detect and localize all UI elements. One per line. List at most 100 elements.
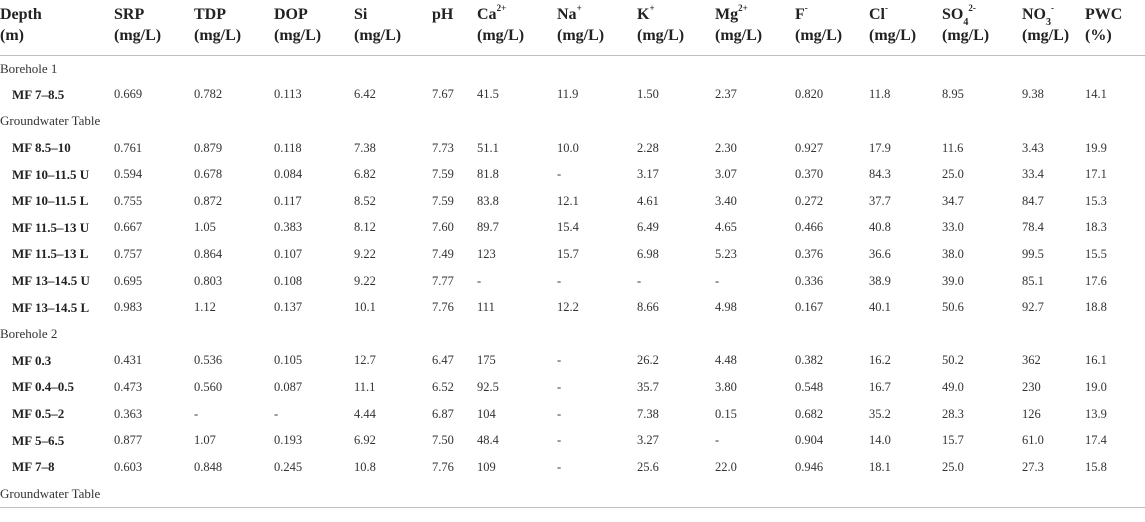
table-cell: 2.28	[637, 140, 659, 155]
table-row: MF 0.3 0.431 0.536 0.105 12.7 6.47 175 - 26.2 4.4…	[0, 348, 1145, 375]
table-cell: 17.4	[1085, 433, 1107, 448]
table-cell: 4.61	[637, 193, 659, 208]
table-row: MF 7–8.5 0.669 0.782 0.113 6.42 7.67 41.5 11.9 1…	[0, 82, 1145, 109]
table-cell: 0.820	[795, 87, 824, 102]
table-cell: 1.50	[637, 87, 659, 102]
table-cell: 17.1	[1085, 167, 1107, 182]
table-cell: 36.6	[869, 246, 891, 261]
table-cell: 0.548	[795, 379, 824, 394]
column-header-sub-superscript: +	[576, 2, 582, 13]
table-cell: 18.1	[869, 459, 891, 474]
table-cell: 1.05	[194, 220, 216, 235]
row-depth-label: MF 11.5–13 U	[12, 219, 90, 235]
table-cell: 0.272	[795, 193, 824, 208]
table-cell: 22.0	[715, 459, 737, 474]
column-header-sub-superscript: 2+	[496, 2, 507, 13]
table-cell: 33.4	[1022, 167, 1044, 182]
column-header-unit: (mg/L)	[942, 27, 990, 44]
table-cell: 19.0	[1085, 379, 1107, 394]
table-cell: 15.7	[557, 246, 579, 261]
table-cell: 10.1	[354, 300, 376, 315]
column-header: Mg2+ (mg/L)	[715, 0, 795, 55]
column-header-name: Ca	[477, 6, 497, 23]
table-cell: 15.4	[557, 220, 579, 235]
table-cell: 0.107	[274, 246, 303, 261]
column-header-unit: (mg/L)	[114, 27, 162, 44]
table-cell: 18.8	[1085, 300, 1107, 315]
table-row: MF 8.5–10 0.761 0.879 0.118 7.38 7.73 51.1 10.0…	[0, 135, 1145, 162]
column-header-unit: (mg/L)	[795, 27, 843, 44]
table-cell: 109	[477, 459, 496, 474]
column-header-name: PWC	[1085, 6, 1123, 23]
table-cell: 3.07	[715, 167, 737, 182]
table-header: Depth (m) SRP (mg/L) TDP (mg/L) DOP (mg/L) Si (mg…	[0, 0, 1145, 55]
section-label: Groundwater Table	[0, 480, 1145, 508]
table-cell: 0.983	[114, 300, 143, 315]
column-header-unit: (%)	[1085, 27, 1112, 44]
table-row: MF 0.5–2 0.363 - - 4.44 6.87 104 - 7.38 0.15 0.682…	[0, 401, 1145, 428]
table-cell: 0.383	[274, 220, 303, 235]
table-cell: 0.382	[795, 353, 824, 368]
table-cell: 2.37	[715, 87, 737, 102]
column-header: TDP (mg/L)	[194, 0, 274, 55]
table-cell: 0.877	[114, 433, 143, 448]
table-cell: 0.431	[114, 353, 143, 368]
table-cell: 13.9	[1085, 406, 1107, 421]
table-cell: 7.50	[432, 433, 454, 448]
table-cell: 35.2	[869, 406, 891, 421]
column-header-unit: (mg/L)	[637, 27, 685, 44]
table-cell: 17.9	[869, 140, 891, 155]
table-cell: 6.98	[637, 246, 659, 261]
table-cell: 0.084	[274, 167, 303, 182]
row-depth-label: MF 10–11.5 U	[12, 166, 90, 182]
table-cell: 16.2	[869, 353, 891, 368]
column-header-name: NO	[1022, 6, 1046, 23]
table-cell: 27.3	[1022, 459, 1044, 474]
table-cell: 6.49	[637, 220, 659, 235]
table-cell: 0.466	[795, 220, 824, 235]
section-label: Borehole 1	[0, 60, 58, 76]
table-cell: 41.5	[477, 87, 499, 102]
row-depth-label: MF 7–8.5	[12, 86, 65, 102]
column-header-sub-superscript: +	[649, 2, 655, 13]
table-cell: 92.5	[477, 379, 499, 394]
row-depth-label: MF 7–8	[12, 459, 55, 475]
table-cell: 92.7	[1022, 300, 1044, 315]
table-cell: 1.12	[194, 300, 216, 315]
table-cell: -	[557, 273, 562, 288]
column-header: SO4 2- (mg/L)	[942, 0, 1022, 55]
column-header-sub-superscript: 4	[963, 17, 969, 29]
section-label: Borehole 2	[0, 326, 58, 342]
table-cell: 10.8	[354, 459, 376, 474]
table-cell: 175	[477, 353, 496, 368]
table-cell: 0.678	[194, 167, 223, 182]
row-depth-label: MF 5–6.5	[12, 432, 65, 448]
table-row: MF 13–14.5 L 0.983 1.12 0.137 10.1 7.76 111 12.…	[0, 294, 1145, 321]
table-cell: 3.80	[715, 379, 737, 394]
table-cell: 8.66	[637, 300, 659, 315]
table-row: MF 5–6.5 0.877 1.07 0.193 6.92 7.50 48.4 - 3.27 -…	[0, 427, 1145, 454]
table-row: MF 11.5–13 L 0.757 0.864 0.107 9.22 7.49 123 15…	[0, 241, 1145, 268]
column-header-name: Na	[557, 6, 577, 23]
table-cell: 0.245	[274, 459, 303, 474]
table-cell: 50.6	[942, 300, 964, 315]
table-cell: 104	[477, 406, 496, 421]
row-depth-label: MF 0.4–0.5	[12, 379, 74, 395]
table-cell: 4.48	[715, 353, 737, 368]
table-cell: 84.3	[869, 167, 891, 182]
table-cell: -	[194, 406, 199, 421]
row-depth-label: MF 13–14.5 U	[12, 273, 90, 289]
table-cell: 126	[1022, 406, 1041, 421]
table-cell: 99.5	[1022, 246, 1044, 261]
table-cell: 61.0	[1022, 433, 1044, 448]
table-cell: 230	[1022, 379, 1041, 394]
table-cell: 0.603	[114, 459, 143, 474]
column-header-name: pH	[432, 6, 454, 23]
table-cell: 6.92	[354, 433, 376, 448]
table-cell: 7.67	[432, 87, 454, 102]
table-cell: -	[557, 167, 562, 182]
table-cell: 26.2	[637, 353, 659, 368]
table-row: MF 7–8 0.603 0.848 0.245 10.8 7.76 109 - 25.6 22.…	[0, 454, 1145, 481]
table-cell: 0.669	[114, 87, 143, 102]
table-cell: 50.2	[942, 353, 964, 368]
